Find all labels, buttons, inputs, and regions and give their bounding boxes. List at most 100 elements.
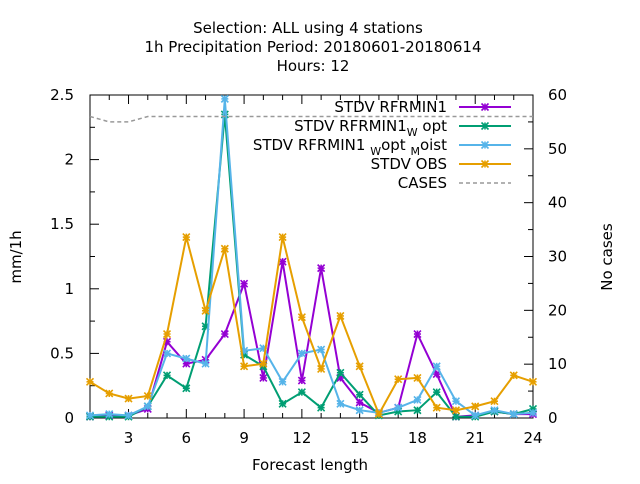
data-point <box>355 390 364 399</box>
data-point <box>432 362 441 371</box>
data-point <box>143 402 152 411</box>
x-axis: 3 6 9 12 15 18 21 24 <box>89 95 543 447</box>
data-point <box>297 376 306 385</box>
legend-label: STDV OBS <box>371 155 447 173</box>
data-point <box>259 373 268 383</box>
y2-tick-label: 30 <box>548 248 567 266</box>
y-axis-label: mm/1h <box>7 230 25 283</box>
y-tick-label: 2.5 <box>50 86 74 104</box>
data-point <box>278 233 287 242</box>
data-point <box>278 377 287 386</box>
data-point <box>201 359 210 368</box>
data-point <box>355 398 364 407</box>
data-point <box>201 306 210 315</box>
data-point <box>124 411 133 420</box>
data-point <box>394 375 403 384</box>
data-point <box>182 384 191 393</box>
title-line-1: Selection: ALL using 4 stations <box>193 19 423 37</box>
x-axis-label: Forecast length <box>252 456 368 474</box>
data-point <box>317 264 326 273</box>
legend-label: STDV RFRMIN1W opt <box>294 117 447 139</box>
y2-tick-label: 60 <box>548 86 567 104</box>
data-point <box>259 359 268 368</box>
data-point <box>413 373 422 383</box>
data-point <box>143 391 152 401</box>
chart-title: Selection: ALL using 4 stations 1h Preci… <box>144 19 481 75</box>
y2-axis: 0 10 20 30 40 50 60 <box>524 86 567 427</box>
y2-tick-label: 20 <box>548 301 567 319</box>
data-point <box>336 368 345 377</box>
data-point <box>317 364 326 373</box>
y-tick-label: 1 <box>64 280 74 298</box>
legend-item: STDV RFRMIN1W opt <box>294 117 511 139</box>
series-4 <box>85 233 538 419</box>
data-point <box>509 371 518 380</box>
data-point <box>182 233 191 242</box>
data-point <box>471 411 480 420</box>
legend-label: STDV RFRMIN1 <box>334 98 447 116</box>
x-tick-label: 9 <box>239 429 249 447</box>
data-point <box>317 345 326 354</box>
data-point <box>162 371 172 380</box>
data-point <box>413 395 422 404</box>
data-point <box>297 313 306 322</box>
data-point <box>162 329 172 339</box>
data-point <box>220 244 229 253</box>
legend-item: STDV OBS <box>371 155 511 173</box>
data-point <box>490 406 499 415</box>
legend-marker <box>480 102 490 112</box>
data-point <box>85 377 95 386</box>
y-tick-label: 1.5 <box>50 215 74 233</box>
series-group <box>85 94 538 421</box>
y-tick-label: 0.5 <box>50 344 74 362</box>
data-point <box>413 406 422 415</box>
data-point <box>85 411 95 420</box>
data-point <box>336 311 345 320</box>
x-tick-label: 18 <box>408 429 427 447</box>
x-tick-label: 12 <box>292 429 311 447</box>
data-point <box>278 257 287 266</box>
legend-marker <box>480 159 490 169</box>
title-line-2: 1h Precipitation Period: 20180601-201806… <box>144 38 481 56</box>
data-point <box>105 389 114 398</box>
data-point <box>451 397 461 406</box>
data-point <box>432 403 441 412</box>
data-point <box>471 402 480 411</box>
data-point <box>220 94 229 103</box>
data-point <box>355 362 364 371</box>
data-point <box>528 377 538 386</box>
y-tick-label: 2 <box>64 151 74 169</box>
x-tick-label: 6 <box>182 429 192 447</box>
data-point <box>240 279 249 288</box>
data-point <box>297 349 306 358</box>
data-point <box>124 394 133 403</box>
title-line-3: Hours: 12 <box>277 57 350 75</box>
data-point <box>528 408 538 417</box>
legend-label: STDV RFRMIN1 Wopt Moist <box>253 136 447 158</box>
legend-item: STDV RFRMIN1 <box>334 98 511 116</box>
data-point <box>220 329 229 339</box>
y2-tick-label: 40 <box>548 194 567 212</box>
data-point <box>509 410 518 419</box>
y2-axis-label: No cases <box>598 223 616 291</box>
data-point <box>355 406 364 415</box>
y2-tick-label: 50 <box>548 140 567 158</box>
data-point <box>182 354 191 363</box>
legend-marker <box>480 140 490 150</box>
legend-item: STDV RFRMIN1 Wopt Moist <box>253 136 511 158</box>
data-point <box>105 410 114 419</box>
x-tick-label: 15 <box>350 429 369 447</box>
data-point <box>490 397 499 406</box>
data-point <box>374 410 383 419</box>
data-point <box>317 403 326 412</box>
y2-tick-label: 0 <box>548 409 558 427</box>
data-point <box>451 412 461 421</box>
x-tick-label: 24 <box>523 429 542 447</box>
x-tick-label: 3 <box>124 429 134 447</box>
data-point <box>432 388 441 397</box>
legend-label: CASES <box>398 174 447 192</box>
series-3 <box>85 94 538 420</box>
data-point <box>451 406 461 415</box>
